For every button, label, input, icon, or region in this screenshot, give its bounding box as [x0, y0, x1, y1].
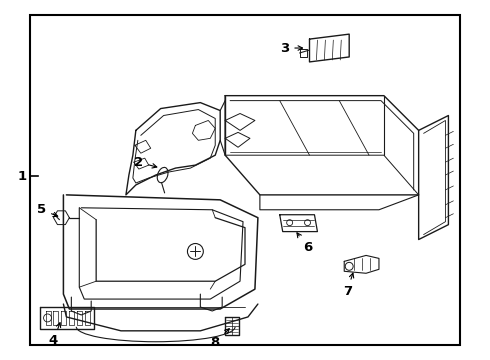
Text: 3: 3: [280, 41, 302, 54]
Text: 8: 8: [211, 329, 229, 349]
Text: 1: 1: [17, 170, 26, 183]
Text: 2: 2: [134, 156, 157, 168]
Bar: [30, 15, 460, 345]
Text: 4: 4: [49, 323, 61, 347]
Text: 5: 5: [37, 203, 58, 217]
Text: 7: 7: [343, 273, 354, 298]
Text: 6: 6: [297, 233, 312, 254]
